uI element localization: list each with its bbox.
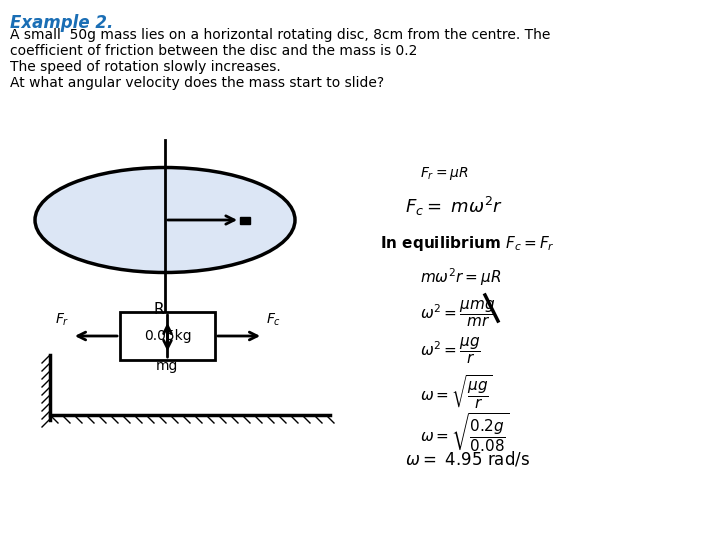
- Text: $m\omega^2 r = \mu R$: $m\omega^2 r = \mu R$: [420, 266, 501, 288]
- Text: R: R: [153, 302, 164, 317]
- Text: $\omega^2 = \dfrac{\mu mg}{mr}$: $\omega^2 = \dfrac{\mu mg}{mr}$: [420, 298, 495, 329]
- Text: $\omega = \sqrt{\dfrac{\mu g}{r}}$: $\omega = \sqrt{\dfrac{\mu g}{r}}$: [420, 373, 492, 410]
- Bar: [240, 217, 250, 224]
- Text: $F_c$: $F_c$: [266, 312, 282, 328]
- Text: A small  50g mass lies on a horizontal rotating disc, 8cm from the centre. The: A small 50g mass lies on a horizontal ro…: [10, 28, 550, 42]
- Text: The speed of rotation slowly increases.: The speed of rotation slowly increases.: [10, 60, 281, 74]
- Text: $\omega = \ 4.95\ \mathrm{rad/s}$: $\omega = \ 4.95\ \mathrm{rad/s}$: [405, 449, 530, 468]
- Text: In equilibrium $F_c = F_r$: In equilibrium $F_c = F_r$: [380, 234, 555, 253]
- Text: mg: mg: [156, 359, 178, 373]
- Text: coefficient of friction between the disc and the mass is 0.2: coefficient of friction between the disc…: [10, 44, 418, 58]
- Text: At what angular velocity does the mass start to slide?: At what angular velocity does the mass s…: [10, 76, 384, 90]
- Text: $\omega = \sqrt{\dfrac{0.2g}{0.08}}$: $\omega = \sqrt{\dfrac{0.2g}{0.08}}$: [420, 411, 510, 454]
- Text: $F_r = \mu R$: $F_r = \mu R$: [420, 165, 469, 182]
- Bar: [120, 312, 215, 360]
- Text: $F_r$: $F_r$: [55, 312, 69, 328]
- Text: Example 2.: Example 2.: [10, 14, 113, 32]
- Text: 0.05kg: 0.05kg: [144, 329, 192, 343]
- Ellipse shape: [35, 167, 295, 273]
- Text: $F_c = \ m\omega^2 r$: $F_c = \ m\omega^2 r$: [405, 195, 503, 218]
- Text: $\omega^2 = \dfrac{\mu g}{r}$: $\omega^2 = \dfrac{\mu g}{r}$: [420, 335, 481, 366]
